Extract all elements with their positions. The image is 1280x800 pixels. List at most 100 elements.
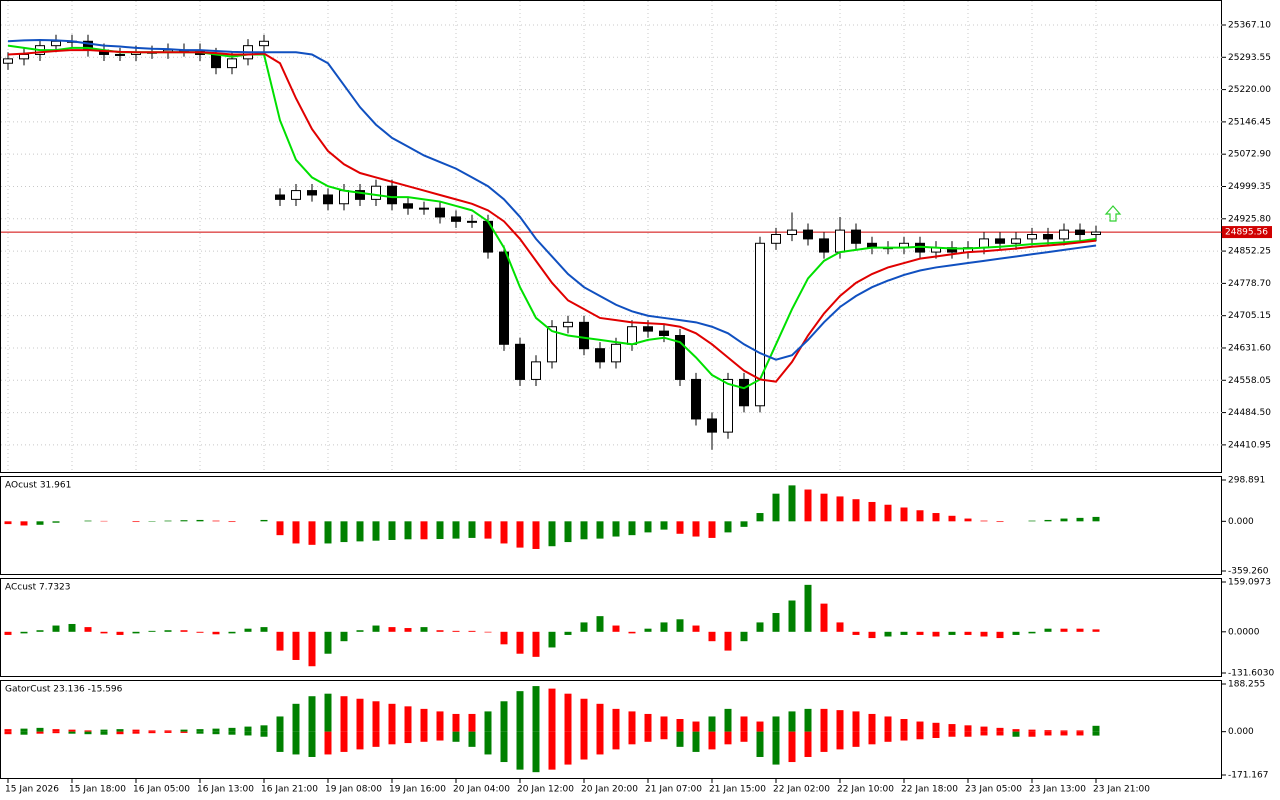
candle-body xyxy=(467,220,477,223)
histogram-bar xyxy=(484,631,492,633)
histogram-bar xyxy=(1044,519,1052,522)
gator-bar xyxy=(4,731,12,735)
histogram-bar xyxy=(324,631,332,654)
candle-body xyxy=(1011,238,1021,244)
gator-bar xyxy=(660,716,668,732)
candle-body xyxy=(403,203,413,209)
histogram-bar xyxy=(692,521,700,537)
histogram-bar xyxy=(340,631,348,642)
gator-bar xyxy=(660,731,668,740)
gator-bar xyxy=(548,731,556,770)
gator-bar xyxy=(500,701,508,732)
histogram-bar xyxy=(756,622,764,632)
gator-bar xyxy=(980,726,988,732)
histogram-bar xyxy=(948,631,956,635)
histogram-bar xyxy=(660,622,668,632)
gator-bar xyxy=(580,698,588,732)
gator-bar xyxy=(260,731,268,737)
histogram-bar xyxy=(20,631,28,634)
histogram-bar xyxy=(788,485,796,522)
gator-bar xyxy=(836,731,844,750)
gator-bar xyxy=(340,696,348,732)
gator-bar xyxy=(628,711,636,732)
histogram-bar xyxy=(532,521,540,549)
histogram-bar xyxy=(932,513,940,522)
histogram-bar xyxy=(948,515,956,522)
gator-bar xyxy=(164,731,172,733)
gator-bar xyxy=(884,731,892,742)
gator-bar xyxy=(900,731,908,741)
candle-body xyxy=(787,229,797,236)
histogram-bar xyxy=(804,584,812,632)
histogram-bar xyxy=(916,631,924,635)
histogram-bar xyxy=(516,631,524,654)
histogram-bar xyxy=(692,625,700,632)
x-tick-label: 16 Jan 13:00 xyxy=(197,785,254,795)
histogram-bar xyxy=(548,521,556,547)
gator-bar xyxy=(644,731,652,742)
histogram-bar xyxy=(436,521,444,540)
gator-bar xyxy=(996,727,1004,732)
gator-bar xyxy=(1028,731,1036,737)
ac-pane-border xyxy=(0,578,1222,677)
histogram-bar xyxy=(180,520,188,522)
gator-bar xyxy=(212,731,220,735)
histogram-bar xyxy=(580,521,588,540)
candle-body xyxy=(1059,229,1069,240)
gator-bar xyxy=(420,708,428,732)
signal-arrow xyxy=(1104,205,1122,222)
histogram-bar xyxy=(628,521,636,536)
gator-bar xyxy=(452,713,460,732)
gator-bar xyxy=(980,731,988,736)
candle-body xyxy=(707,418,717,433)
histogram-bar xyxy=(388,627,396,632)
gator-bar xyxy=(916,731,924,740)
x-tick-label: 20 Jan 04:00 xyxy=(453,785,510,795)
gator-bar xyxy=(676,731,684,747)
histogram-bar xyxy=(1028,631,1036,634)
histogram-bar xyxy=(772,613,780,632)
gator-bar xyxy=(372,701,380,732)
x-tick-label: 22 Jan 02:00 xyxy=(773,785,830,795)
y-tick-label: 24925.80 xyxy=(1228,214,1271,224)
gator-bar xyxy=(516,731,524,770)
candle-body xyxy=(739,378,749,407)
histogram-bar xyxy=(644,628,652,632)
gator-bar xyxy=(836,710,844,732)
histogram-bar xyxy=(852,499,860,522)
x-tick-label: 15 Jan 2026 xyxy=(5,785,59,795)
gator-bar xyxy=(260,725,268,732)
gator-bar xyxy=(356,731,364,750)
histogram-bar xyxy=(1076,628,1084,632)
gator-bar xyxy=(212,728,220,732)
histogram-bar xyxy=(788,600,796,632)
candle-body xyxy=(595,348,605,363)
gator-bar xyxy=(68,731,76,734)
histogram-bar xyxy=(1028,520,1036,522)
x-tick-label: 22 Jan 10:00 xyxy=(837,785,894,795)
pane-title: ACcust 7.7323 xyxy=(5,583,71,593)
candle-body xyxy=(1043,234,1053,240)
histogram-bar xyxy=(964,518,972,522)
gator-bar xyxy=(276,731,284,752)
y-tick-label: 25146.45 xyxy=(1228,117,1271,127)
gator-bar xyxy=(484,711,492,732)
gator-bar xyxy=(644,713,652,732)
gator-bar xyxy=(532,731,540,773)
gator-bar xyxy=(1060,730,1068,732)
candle-body xyxy=(611,343,621,363)
histogram-bar xyxy=(1092,516,1100,522)
y-tick-label: 24631.60 xyxy=(1228,343,1271,353)
histogram-bar xyxy=(260,627,268,632)
y-tick-label: 25367.10 xyxy=(1228,20,1271,30)
histogram-bar xyxy=(580,622,588,632)
gator-bar xyxy=(1012,731,1020,737)
y-tick-label: 24558.05 xyxy=(1228,376,1271,386)
histogram-bar xyxy=(372,625,380,632)
candle-body xyxy=(419,207,429,210)
gator-bar xyxy=(820,731,828,752)
candle-body xyxy=(499,251,509,345)
histogram-bar xyxy=(468,630,476,632)
gator-bar xyxy=(900,719,908,732)
